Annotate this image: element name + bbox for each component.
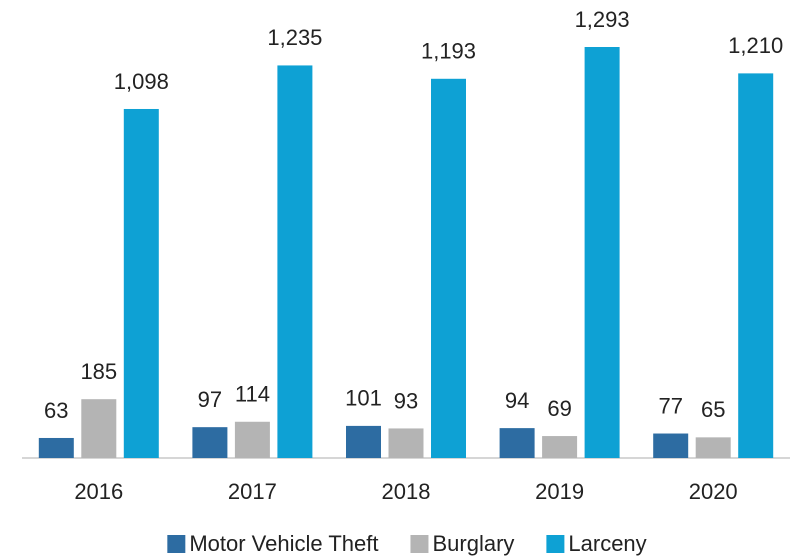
bar [123,108,159,458]
legend-label: Motor Vehicle Theft [189,531,378,556]
data-label: 185 [80,359,117,384]
data-label: 69 [547,396,571,421]
bar [542,436,578,458]
bar [346,425,381,458]
data-label: 114 [235,382,270,407]
bar [738,73,774,459]
data-label: 77 [658,393,682,418]
data-label: 63 [44,398,68,423]
bar [234,421,270,458]
x-tick-label: 2020 [689,479,738,504]
bar [499,428,535,458]
bar [584,47,620,458]
legend-label: Larceny [568,531,646,556]
legend-swatch [410,535,429,553]
data-label: 1,193 [421,39,476,64]
data-label: 93 [394,388,418,413]
bar [38,437,74,458]
data-label: 94 [505,388,529,413]
bar [431,78,466,458]
data-label: 1,210 [728,33,783,58]
data-label: 65 [701,397,725,422]
data-label: 1,293 [575,7,630,32]
legend-swatch [167,535,186,553]
data-label: 1,098 [114,69,169,94]
data-label: 101 [345,386,382,411]
legend-label: Burglary [432,531,514,556]
x-tick-label: 2019 [535,479,584,504]
x-tick-label: 2017 [228,479,277,504]
bar [388,428,424,458]
bar [653,433,689,458]
data-label: 97 [198,387,222,412]
bar [192,427,228,458]
legend-swatch [546,535,565,553]
bar [81,399,117,458]
bar [695,437,731,458]
x-tick-label: 2018 [382,479,431,504]
data-label: 1,235 [267,25,322,50]
bar [277,65,313,459]
x-tick-label: 2016 [74,479,123,504]
